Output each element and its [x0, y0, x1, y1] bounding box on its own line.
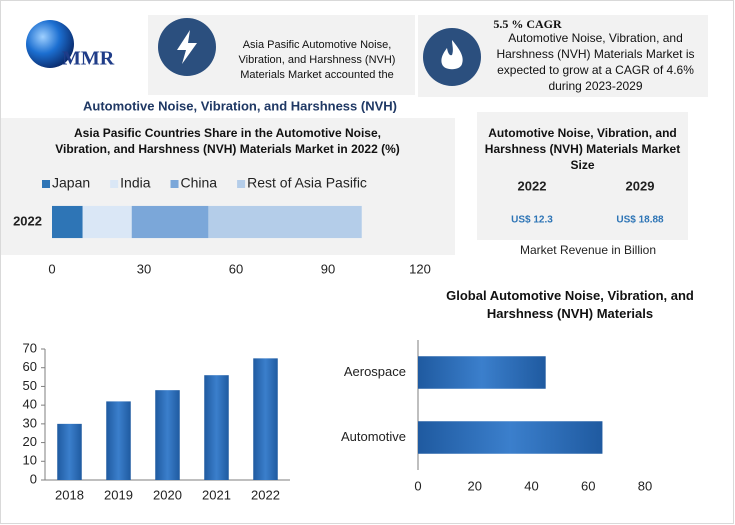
chart-title: Asia Pasific Countries Share in the Auto… — [55, 126, 400, 156]
x-tick-label: 60 — [581, 478, 595, 493]
bar — [82, 205, 132, 239]
logo-text: MMR — [62, 48, 115, 70]
legend-swatch — [237, 180, 246, 188]
y-tick-label: 0 — [30, 471, 37, 486]
x-tick-label: 0 — [414, 478, 421, 493]
x-tick-label: 30 — [137, 261, 151, 276]
y-tick-label: 70 — [23, 340, 37, 355]
bar — [418, 356, 546, 389]
size-year: 2029 — [626, 178, 655, 193]
bar — [57, 423, 82, 480]
size-panel — [477, 112, 688, 240]
bar — [418, 421, 603, 454]
x-tick-label: 80 — [638, 478, 652, 493]
x-tick-label: 2022 — [251, 487, 280, 502]
y-tick-label: 20 — [23, 434, 37, 449]
legend-label: Rest of Asia Pasific — [247, 175, 367, 191]
bar — [253, 358, 278, 480]
bar — [106, 401, 131, 480]
x-tick-label: 2020 — [153, 487, 182, 502]
legend-label: China — [181, 175, 218, 191]
info-text: Automotive Noise, Vibration, and Harshne… — [496, 31, 695, 93]
size-note: Market Revenue in Billion — [520, 243, 656, 257]
logo-globe — [26, 20, 74, 68]
bar — [52, 205, 83, 239]
x-tick-label: 20 — [468, 478, 482, 493]
legend-swatch — [170, 180, 179, 188]
section-title: Automotive Noise, Vibration, and Harshne… — [83, 98, 397, 113]
y-tick-label: 30 — [23, 415, 37, 430]
y-tick-label: 50 — [23, 378, 37, 393]
x-tick-label: 2019 — [104, 487, 133, 502]
x-tick-label: 60 — [229, 261, 243, 276]
bar — [155, 390, 180, 480]
bar — [204, 375, 229, 480]
legend-label: Japan — [52, 175, 90, 191]
info-text: Asia Pasific Automotive Noise, Vibration… — [238, 39, 396, 81]
size-value: US$ 12.3 — [511, 215, 553, 226]
y-tick-label: 40 — [23, 397, 37, 412]
size-value: US$ 18.88 — [616, 215, 664, 226]
x-tick-label: 40 — [524, 478, 538, 493]
y-tick-label: 2022 — [13, 213, 42, 228]
bar — [208, 205, 362, 239]
bar — [131, 205, 209, 239]
x-tick-label: 2018 — [55, 487, 84, 502]
x-tick-label: 2021 — [202, 487, 231, 502]
legend-label: India — [120, 175, 151, 191]
size-title: Automotive Noise, Vibration, and Harshne… — [484, 126, 681, 172]
icon-flame — [441, 40, 463, 70]
legend-swatch — [42, 180, 50, 188]
legend-swatch — [110, 180, 119, 188]
x-tick-label: 120 — [409, 261, 431, 276]
x-tick-label: 90 — [321, 261, 335, 276]
chart-title: Global Automotive Noise, Vibration, and … — [446, 288, 694, 321]
y-tick-label: 10 — [23, 453, 37, 468]
y-tick-label: Aerospace — [344, 364, 406, 379]
x-tick-label: 0 — [48, 261, 55, 276]
y-tick-label: 60 — [23, 359, 37, 374]
info-heading: 5.5 % CAGR — [493, 17, 562, 31]
icon-bolt — [177, 30, 197, 64]
y-tick-label: Automotive — [341, 429, 406, 444]
size-year: 2022 — [518, 178, 547, 193]
